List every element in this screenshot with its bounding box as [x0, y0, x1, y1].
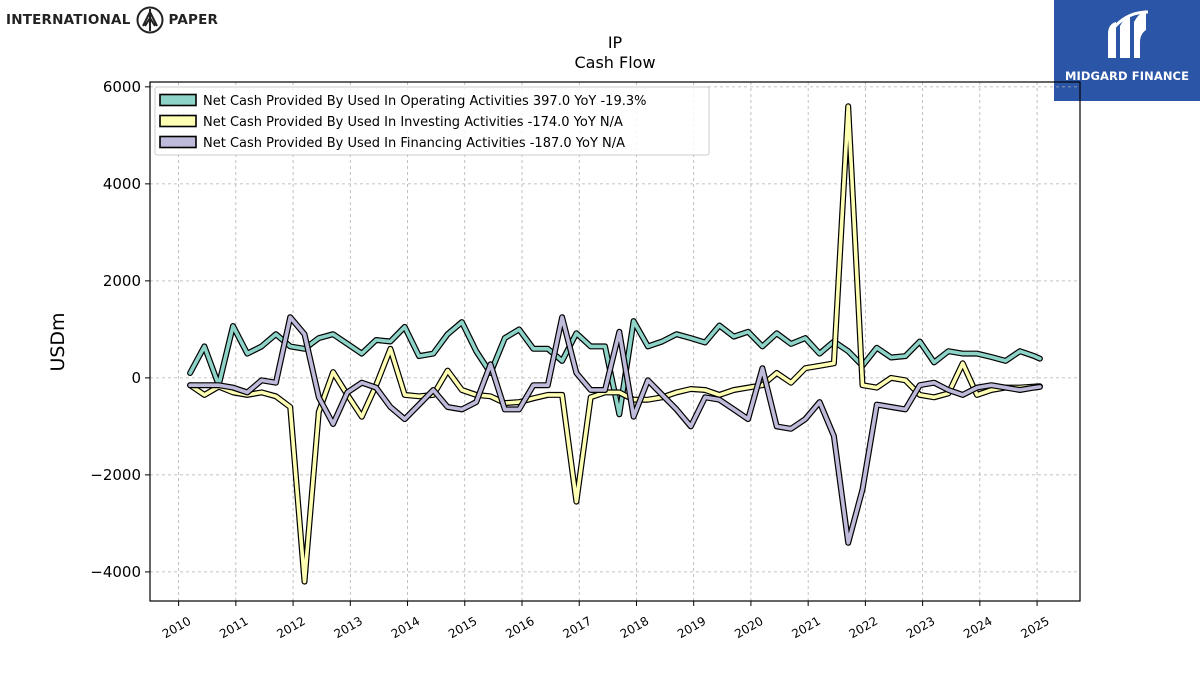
x-tick-label: 2012 [274, 614, 307, 641]
x-tick-label: 2018 [618, 614, 651, 641]
chart-title: IP [608, 33, 623, 52]
x-axis-ticks: 2010 2011 2012 2013 2014 2015 2016 2017 2018 2019… [160, 601, 1052, 641]
legend-entry: Net Cash Provided By Used In Investing A… [203, 115, 623, 130]
plot-frame [149, 81, 1081, 602]
midgard-m-icon [1108, 10, 1149, 58]
series-line [188, 315, 1042, 545]
y-tick-label: 6000 [103, 78, 141, 96]
logo-text-right: PAPER [168, 12, 219, 28]
x-tick-label: 2016 [503, 614, 536, 641]
legend-entry: Net Cash Provided By Used In Operating A… [203, 94, 646, 109]
y-tick-label: −2000 [90, 466, 141, 484]
international-paper-logo: INTERNATIONAL PAPER [6, 4, 218, 36]
x-tick-label: 2022 [847, 614, 880, 641]
chart-subtitle: Cash Flow [574, 53, 655, 72]
x-tick-label: 2010 [160, 614, 193, 641]
series-layer [187, 103, 1043, 585]
series-line [188, 319, 1042, 417]
x-tick-label: 2014 [389, 614, 422, 641]
y-tick-label: 0 [131, 369, 141, 387]
x-tick-label: 2017 [561, 614, 594, 641]
x-tick-label: 2019 [675, 614, 708, 641]
legend-swatch [159, 93, 197, 107]
x-tick-label: 2024 [961, 614, 994, 641]
legend-swatch [159, 114, 197, 128]
x-tick-label: 2011 [217, 614, 250, 641]
y-tick-label: 2000 [103, 272, 141, 290]
midgard-finance-logo: MIDGARD FINANCE [1054, 0, 1200, 101]
y-axis-ticks: −4000 −2000 0 2000 4000 6000 [90, 78, 150, 581]
y-tick-label: −4000 [90, 563, 141, 581]
ip-tree-icon [136, 6, 164, 34]
legend: Net Cash Provided By Used In Operating A… [154, 86, 710, 156]
x-tick-label: 2021 [789, 614, 822, 641]
x-tick-label: 2023 [904, 614, 937, 641]
y-axis-label: USDm [47, 312, 69, 371]
legend-swatch [159, 135, 197, 149]
legend-entry: Net Cash Provided By Used In Financing A… [203, 136, 625, 151]
legend-box [154, 86, 710, 156]
x-tick-label: 2025 [1018, 614, 1051, 641]
series-line [188, 104, 1042, 584]
x-tick-label: 2015 [446, 614, 479, 641]
publisher-name: MIDGARD FINANCE [1064, 69, 1190, 83]
logo-text-left: INTERNATIONAL [6, 12, 131, 28]
x-tick-label: 2013 [332, 614, 365, 641]
y-tick-label: 4000 [103, 175, 141, 193]
x-tick-label: 2020 [732, 614, 765, 641]
